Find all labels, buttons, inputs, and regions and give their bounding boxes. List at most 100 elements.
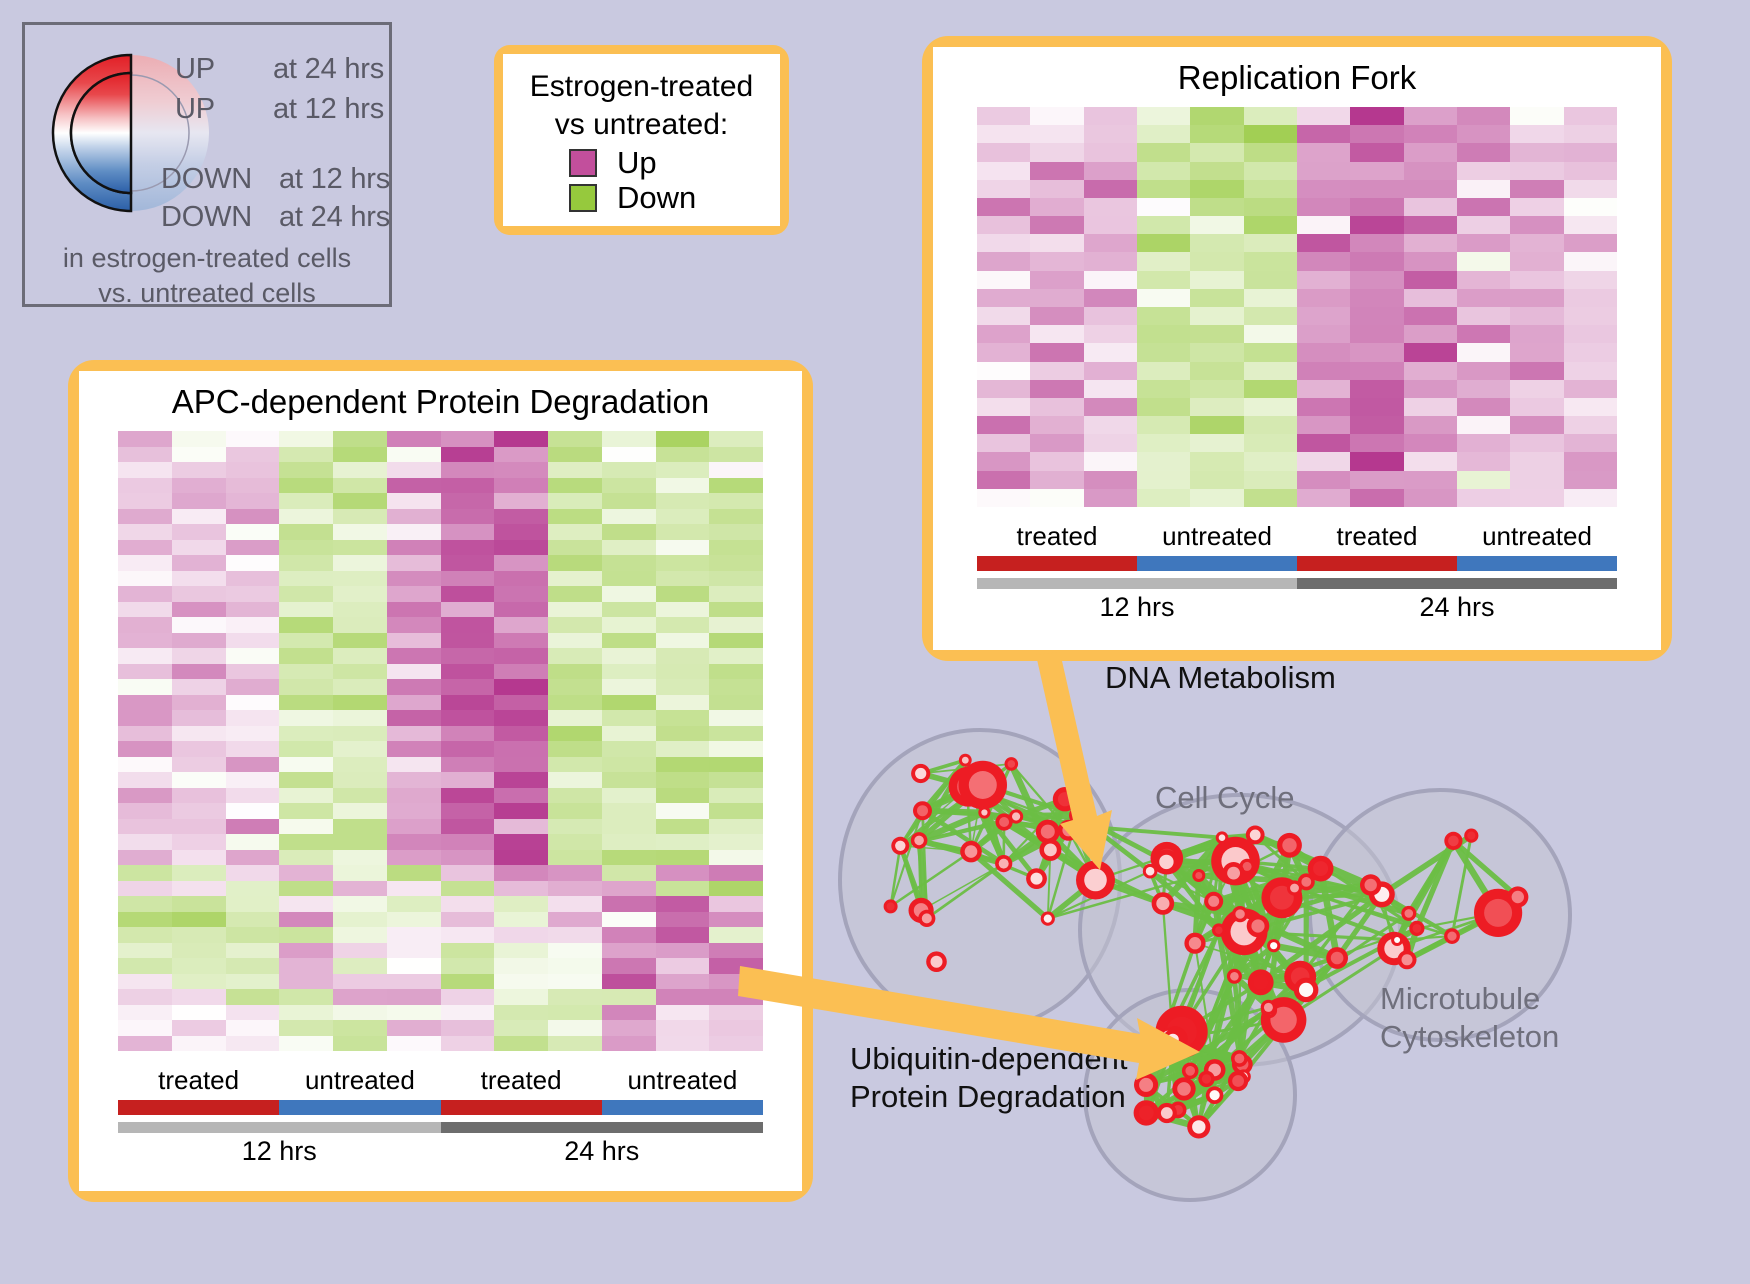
heatmap-cell — [1084, 307, 1137, 325]
heatmap-cell — [1030, 143, 1083, 161]
heatmap-cell — [548, 710, 602, 726]
network-node-core — [1202, 1074, 1211, 1083]
heatmap-cell — [1457, 289, 1510, 307]
heatmap-cell — [602, 571, 656, 587]
heatmap-cell — [172, 1005, 226, 1021]
heatmap-cell — [709, 757, 763, 773]
network-node-core — [1313, 861, 1328, 876]
heatmap-cell — [494, 571, 548, 587]
heatmap-cell — [656, 540, 710, 556]
heatmap-cell — [494, 478, 548, 494]
heatmap-cell — [656, 509, 710, 525]
heatmap-cell — [441, 958, 495, 974]
heatmap-cell — [1404, 343, 1457, 361]
heatmap-cell — [279, 989, 333, 1005]
heatmap-cell — [1190, 125, 1243, 143]
heatmap-cell — [387, 772, 441, 788]
heatmap-cell — [118, 524, 172, 540]
heatmap-cell — [1297, 234, 1350, 252]
heatmap-cell — [494, 648, 548, 664]
heatmap-cell — [1564, 398, 1617, 416]
heatmap-cell — [226, 540, 280, 556]
heatmap-cell — [333, 1036, 387, 1052]
heatmap-cell — [226, 633, 280, 649]
heatmap-cell — [387, 571, 441, 587]
heatmap-cell — [709, 710, 763, 726]
heatmap-cell — [226, 958, 280, 974]
heatmap-cell — [1510, 416, 1563, 434]
heatmap-cell — [602, 1036, 656, 1052]
heatmap-cell — [1404, 307, 1457, 325]
heatmap-cell — [1244, 307, 1297, 325]
heatmap-cell — [1564, 489, 1617, 507]
heatmap-cell — [494, 850, 548, 866]
heatmap-cell — [226, 478, 280, 494]
heatmap-cell — [602, 648, 656, 664]
heatmap-cell — [1030, 380, 1083, 398]
heatmap-cell — [1084, 362, 1137, 380]
heatmap-cell — [1564, 434, 1617, 452]
heatmap-cell — [1084, 107, 1137, 125]
heatmap-cell — [1244, 143, 1297, 161]
condition-bar-segment — [441, 1100, 602, 1115]
heatmap-cell — [387, 1036, 441, 1052]
heatmap-cell — [279, 881, 333, 897]
heatmap-cell — [1190, 362, 1243, 380]
heatmap-cell — [226, 571, 280, 587]
heatmap-cell — [441, 617, 495, 633]
heatmap-cell — [441, 478, 495, 494]
heatmap-cell — [118, 493, 172, 509]
heatmap-cell — [226, 710, 280, 726]
heatmap-cell — [1190, 271, 1243, 289]
heatmap-cell — [1510, 398, 1563, 416]
network-node-core — [962, 757, 969, 764]
heatmap-cell — [226, 695, 280, 711]
heatmap-cell — [602, 602, 656, 618]
heatmap-cell — [172, 1036, 226, 1052]
ring-label-up-12: UP — [175, 93, 215, 126]
heatmap-cell — [387, 524, 441, 540]
heatmap-cell — [279, 958, 333, 974]
heatmap-cell — [602, 509, 656, 525]
heatmap-cell — [1404, 398, 1457, 416]
heatmap-cell — [1030, 234, 1083, 252]
heatmap-cell — [1564, 271, 1617, 289]
heatmap-cell — [1190, 180, 1243, 198]
heatmap-cell — [279, 1036, 333, 1052]
heatmap-cell — [1244, 452, 1297, 470]
heatmap-cell — [1457, 234, 1510, 252]
heatmap-cell — [441, 834, 495, 850]
heatmap-cell — [494, 819, 548, 835]
heatmap-cell — [1564, 416, 1617, 434]
heatmap-cell — [602, 1020, 656, 1036]
heatmap-cell — [709, 633, 763, 649]
heatmap-cell — [333, 478, 387, 494]
heatmap-cell — [172, 896, 226, 912]
panel-apc-dependent-protein-degradation: APC-dependent Protein Degradation treate… — [68, 360, 813, 1202]
heatmap-cell — [1084, 380, 1137, 398]
heatmap-cell — [1244, 434, 1297, 452]
heatmap-cell — [333, 958, 387, 974]
heatmap-cell — [709, 524, 763, 540]
heatmap-cell — [1297, 252, 1350, 270]
heatmap-cell — [1510, 289, 1563, 307]
heatmap-cell — [548, 741, 602, 757]
heatmap-cell — [226, 1020, 280, 1036]
heatmap-cell — [226, 1036, 280, 1052]
heatmap-cell — [656, 912, 710, 928]
heatmap-cell — [602, 633, 656, 649]
heatmap-cell — [1244, 380, 1297, 398]
heatmap-cell — [548, 617, 602, 633]
heatmap-cell — [709, 850, 763, 866]
heatmap-cell — [172, 586, 226, 602]
ring-time-up-12: at 12 hrs — [273, 93, 384, 126]
heatmap-cell — [226, 772, 280, 788]
heatmap-cell — [1404, 252, 1457, 270]
network-node-core — [914, 836, 924, 846]
heatmap-cell — [494, 896, 548, 912]
heatmap-cell — [279, 447, 333, 463]
heatmap-cell — [656, 958, 710, 974]
heatmap-cell — [118, 850, 172, 866]
heatmap-cell — [1457, 216, 1510, 234]
heatmap-cell — [172, 819, 226, 835]
